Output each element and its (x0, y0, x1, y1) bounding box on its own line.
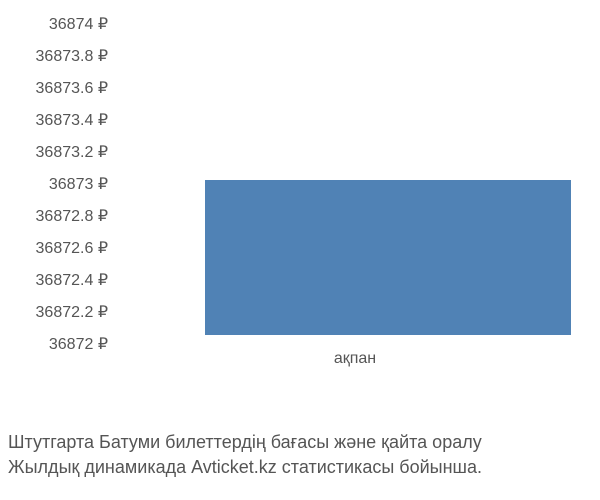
y-tick-label: 36872.2 ₽ (0, 305, 108, 321)
caption-line-2: Жылдық динамикада Avticket.kz статистика… (8, 455, 592, 480)
chart-container: 36874 ₽ 36873.8 ₽ 36873.6 ₽ 36873.4 ₽ 36… (0, 15, 600, 415)
caption-line-1: Штутгарта Батуми билеттердің бағасы және… (8, 430, 592, 455)
chart-caption: Штутгарта Батуми билеттердің бағасы және… (0, 430, 600, 480)
y-tick-label: 36873 ₽ (0, 177, 108, 193)
y-tick-label: 36872.4 ₽ (0, 273, 108, 289)
y-tick-label: 36873.8 ₽ (0, 49, 108, 65)
bar (205, 180, 572, 335)
y-axis: 36874 ₽ 36873.8 ₽ 36873.6 ₽ 36873.4 ₽ 36… (0, 15, 112, 345)
y-tick-label: 36872.8 ₽ (0, 209, 108, 225)
y-tick-label: 36873.4 ₽ (0, 113, 108, 129)
y-tick-label: 36872.6 ₽ (0, 241, 108, 257)
y-tick-label: 36873.2 ₽ (0, 145, 108, 161)
y-tick-label: 36872 ₽ (0, 337, 108, 353)
plot-area (120, 25, 590, 335)
y-tick-label: 36874 ₽ (0, 17, 108, 33)
x-tick-label: ақпан (120, 350, 590, 368)
y-tick-label: 36873.6 ₽ (0, 81, 108, 97)
